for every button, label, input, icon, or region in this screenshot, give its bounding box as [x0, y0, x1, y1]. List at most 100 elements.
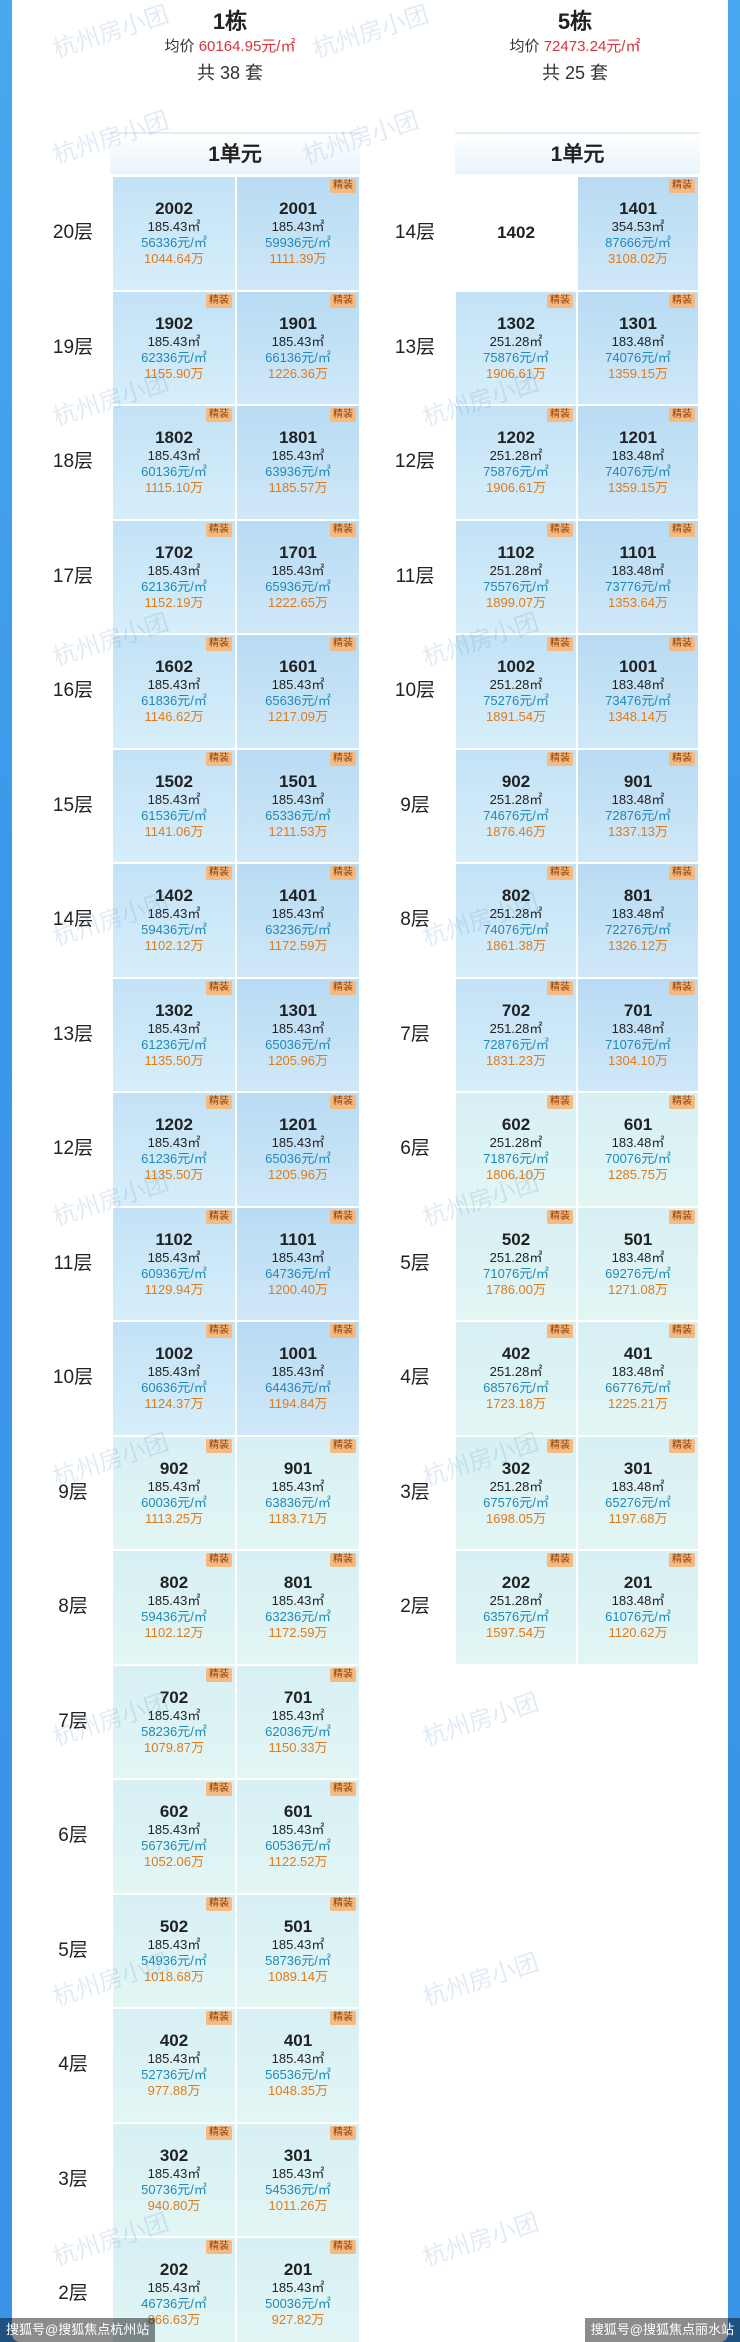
room-unit-price: 63576元/㎡: [483, 1609, 549, 1624]
room-cell[interactable]: 1801 185.43㎡ 63936元/㎡ 1185.57万 精装: [236, 405, 360, 520]
room-cell[interactable]: 1302 251.28㎡ 75876元/㎡ 1906.61万 精装: [455, 290, 577, 405]
room-cell[interactable]: 1601 185.43㎡ 65636元/㎡ 1217.09万 精装: [236, 634, 360, 749]
room-total-price: 1597.54万: [486, 1625, 546, 1640]
room-cell[interactable]: 801 185.43㎡ 63236元/㎡ 1172.59万 精装: [236, 1550, 360, 1665]
room-info: 401 183.48㎡ 66776元/㎡ 1225.21万: [578, 1343, 698, 1412]
room-cell[interactable]: 2002 185.43㎡ 56336元/㎡ 1044.64万: [112, 176, 236, 291]
room-cell[interactable]: 1301 183.48㎡ 74076元/㎡ 1359.15万 精装: [577, 290, 699, 405]
room-cell[interactable]: 902 251.28㎡ 74676元/㎡ 1876.46万 精装: [455, 748, 577, 863]
room-cell[interactable]: 402 251.28㎡ 68576元/㎡ 1723.18万 精装: [455, 1321, 577, 1436]
room-cell[interactable]: 401 185.43㎡ 56536元/㎡ 1048.35万 精装: [236, 2008, 360, 2123]
room-cell[interactable]: 502 185.43㎡ 54936元/㎡ 1018.68万 精装: [112, 1893, 236, 2008]
room-cell[interactable]: 1301 185.43㎡ 65036元/㎡ 1205.96万 精装: [236, 977, 360, 1092]
room-cell[interactable]: 601 185.43㎡ 60536元/㎡ 1122.52万 精装: [236, 1779, 360, 1894]
room-cell[interactable]: 801 183.48㎡ 72276元/㎡ 1326.12万 精装: [577, 863, 699, 978]
room-total-price: 1786.00万: [486, 1281, 546, 1297]
room-cell[interactable]: 1001 183.48㎡ 73476元/㎡ 1348.14万 精装: [577, 634, 699, 749]
room-cell[interactable]: 1202 185.43㎡ 61236元/㎡ 1135.50万 精装: [112, 1092, 236, 1207]
room-info: 1802 185.43㎡ 60136元/㎡ 1115.10万: [113, 427, 235, 496]
room-cell[interactable]: 1302 185.43㎡ 61236元/㎡ 1135.50万 精装: [112, 977, 236, 1092]
decoration-badge: 精装: [547, 980, 573, 995]
room-cell[interactable]: 1501 185.43㎡ 65336元/㎡ 1211.53万 精装: [236, 748, 360, 863]
room-total-price: 1906.61万: [486, 365, 546, 381]
room-number: 1902: [155, 313, 193, 333]
room-unit-price: 65636元/㎡: [265, 693, 331, 708]
room-cell[interactable]: 1702 185.43㎡ 62136元/㎡ 1152.19万 精装: [112, 519, 236, 634]
room-cell[interactable]: 1102 251.28㎡ 75576元/㎡ 1899.07万 精装: [455, 519, 577, 634]
room-cell[interactable]: 502 251.28㎡ 71076元/㎡ 1786.00万 精装: [455, 1206, 577, 1321]
room-cell[interactable]: 501 185.43㎡ 58736元/㎡ 1089.14万 精装: [236, 1893, 360, 2008]
room-area: 183.48㎡: [611, 1364, 665, 1379]
room-cell[interactable]: 1701 185.43㎡ 65936元/㎡ 1222.65万 精装: [236, 519, 360, 634]
room-number: 1001: [279, 1344, 317, 1363]
decoration-badge: 精装: [669, 751, 695, 766]
room-area: 183.48㎡: [611, 333, 665, 349]
room-info: 701 185.43㎡ 62036元/㎡ 1150.33万: [237, 1687, 359, 1756]
room-cell[interactable]: 1201 185.43㎡ 65036元/㎡ 1205.96万 精装: [236, 1092, 360, 1207]
room-cell[interactable]: 1901 185.43㎡ 66136元/㎡ 1226.36万 精装: [236, 290, 360, 405]
room-number: 702: [501, 1000, 531, 1020]
room-cell[interactable]: 802 185.43㎡ 59436元/㎡ 1102.12万 精装: [112, 1550, 236, 1665]
floor-label: 8层: [400, 909, 430, 931]
room-cell[interactable]: 1101 185.43㎡ 64736元/㎡ 1200.40万 精装: [236, 1206, 360, 1321]
decoration-badge: 精装: [330, 2125, 356, 2140]
room-cell[interactable]: 202 185.43㎡ 46736元/㎡ 866.63万 精装: [112, 2237, 236, 2342]
room-area: 183.48㎡: [611, 677, 665, 692]
room-area: 251.28㎡: [489, 1593, 543, 1608]
room-cell[interactable]: 702 185.43㎡ 58236元/㎡ 1079.87万 精装: [112, 1664, 236, 1779]
room-cell[interactable]: 1502 185.43㎡ 61536元/㎡ 1141.06万 精装: [112, 748, 236, 863]
decoration-badge: 精装: [669, 1095, 695, 1109]
room-cell[interactable]: 1002 185.43㎡ 60636元/㎡ 1124.37万 精装: [112, 1321, 236, 1436]
room-cell[interactable]: 501 183.48㎡ 69276元/㎡ 1271.08万 精装: [577, 1206, 699, 1321]
room-cell[interactable]: 902 185.43㎡ 60036元/㎡ 1113.25万 精装: [112, 1435, 236, 1550]
room-cell[interactable]: 702 251.28㎡ 72876元/㎡ 1831.23万 精装: [455, 977, 577, 1092]
room-cell[interactable]: 802 251.28㎡ 74076元/㎡ 1861.38万 精装: [455, 863, 577, 978]
room-cell[interactable]: 901 185.43㎡ 63836元/㎡ 1183.71万 精装: [236, 1435, 360, 1550]
room-cell[interactable]: 901 183.48㎡ 72876元/㎡ 1337.13万 精装: [577, 748, 699, 863]
decoration-badge: 精装: [330, 2011, 356, 2025]
room-number: 1002: [155, 1344, 193, 1363]
room-unit-price: 61836元/㎡: [141, 693, 207, 708]
room-cell[interactable]: 202 251.28㎡ 63576元/㎡ 1597.54万 精装: [455, 1550, 577, 1665]
room-cell[interactable]: 1401 354.53㎡ 87666元/㎡ 3108.02万 精装: [577, 176, 699, 291]
room-cell[interactable]: 401 183.48㎡ 66776元/㎡ 1225.21万 精装: [577, 1321, 699, 1436]
building-1-avg: 均价 60164.95元/㎡: [100, 36, 360, 58]
decoration-badge: 精装: [330, 522, 356, 537]
room-total-price: 866.63万: [147, 2312, 201, 2327]
room-cell[interactable]: 1402 185.43㎡ 59436元/㎡ 1102.12万 精装: [112, 863, 236, 978]
floor-label: 7层: [58, 1710, 88, 1732]
floor-label: 20层: [52, 222, 94, 244]
room-cell[interactable]: 301 185.43㎡ 54536元/㎡ 1011.26万 精装: [236, 2122, 360, 2237]
room-cell[interactable]: 301 183.48㎡ 65276元/㎡ 1197.68万 精装: [577, 1435, 699, 1550]
room-cell[interactable]: 201 185.43㎡ 50036元/㎡ 927.82万 精装: [236, 2237, 360, 2342]
room-cell[interactable]: 701 183.48㎡ 71076元/㎡ 1304.10万 精装: [577, 977, 699, 1092]
room-cell[interactable]: 2001 185.43㎡ 59936元/㎡ 1111.39万 精装: [236, 176, 360, 291]
floor-label: 17层: [52, 565, 94, 587]
room-cell[interactable]: 402 185.43㎡ 52736元/㎡ 977.88万 精装: [112, 2008, 236, 2123]
room-number: 1801: [279, 428, 317, 447]
room-cell[interactable]: 1101 183.48㎡ 73776元/㎡ 1353.64万 精装: [577, 519, 699, 634]
room-cell[interactable]: 1202 251.28㎡ 75876元/㎡ 1906.61万 精装: [455, 405, 577, 520]
room-number: 2001: [279, 199, 317, 218]
room-cell[interactable]: 601 183.48㎡ 70076元/㎡ 1285.75万 精装: [577, 1092, 699, 1207]
room-cell[interactable]: 701 185.43㎡ 62036元/㎡ 1150.33万 精装: [236, 1664, 360, 1779]
room-cell[interactable]: 1402: [455, 176, 577, 291]
room-cell[interactable]: 602 251.28㎡ 71876元/㎡ 1806.10万 精装: [455, 1092, 577, 1207]
room-number: 802: [501, 886, 531, 905]
room-cell[interactable]: 1001 185.43㎡ 64436元/㎡ 1194.84万 精装: [236, 1321, 360, 1436]
room-cell[interactable]: 1102 185.43㎡ 60936元/㎡ 1129.94万 精装: [112, 1206, 236, 1321]
room-cell[interactable]: 1201 183.48㎡ 74076元/㎡ 1359.15万 精装: [577, 405, 699, 520]
room-cell[interactable]: 1002 251.28㎡ 75276元/㎡ 1891.54万 精装: [455, 634, 577, 749]
room-area: 185.43㎡: [147, 448, 201, 463]
room-cell[interactable]: 302 185.43㎡ 50736元/㎡ 940.80万 精装: [112, 2122, 236, 2237]
room-cell[interactable]: 602 185.43㎡ 56736元/㎡ 1052.06万 精装: [112, 1779, 236, 1894]
room-cell[interactable]: 1802 185.43㎡ 60136元/㎡ 1115.10万 精装: [112, 405, 236, 520]
room-total-price: 3108.02万: [608, 251, 668, 266]
room-cell[interactable]: 1902 185.43㎡ 62336元/㎡ 1155.90万 精装: [112, 290, 236, 405]
room-cell[interactable]: 201 183.48㎡ 61076元/㎡ 1120.62万 精装: [577, 1550, 699, 1665]
decoration-badge: 精装: [547, 1209, 573, 1224]
room-cell[interactable]: 302 251.28㎡ 67576元/㎡ 1698.05万 精装: [455, 1435, 577, 1550]
room-cell[interactable]: 1401 185.43㎡ 63236元/㎡ 1172.59万 精装: [236, 863, 360, 978]
room-total-price: 1183.71万: [268, 1510, 328, 1526]
room-cell[interactable]: 1602 185.43㎡ 61836元/㎡ 1146.62万 精装: [112, 634, 236, 749]
